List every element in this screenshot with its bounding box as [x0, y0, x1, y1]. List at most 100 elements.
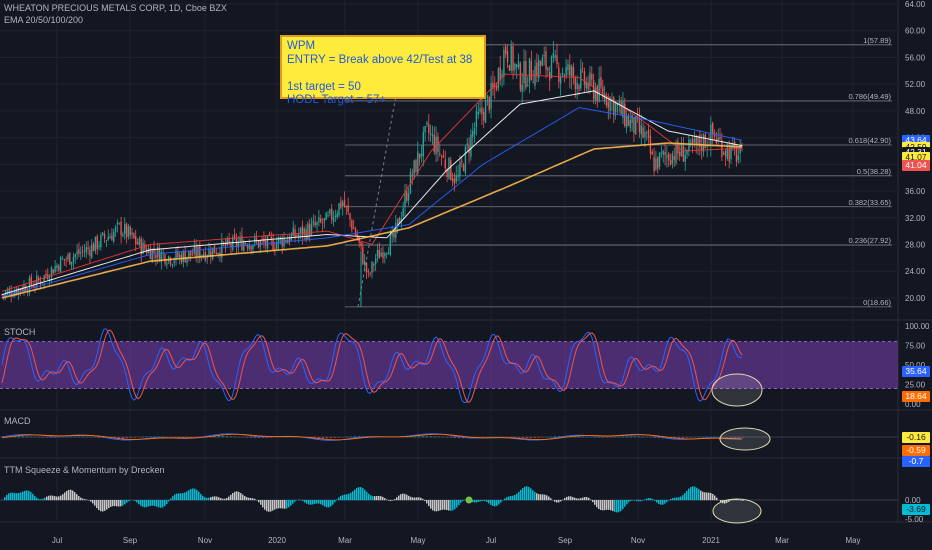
- candle-body: [510, 45, 512, 71]
- stoch-title[interactable]: STOCH: [4, 327, 36, 337]
- macd-hist-bar: [458, 437, 460, 439]
- candle-body: [131, 232, 133, 235]
- candle-body: [411, 174, 413, 177]
- annotation-note[interactable]: WPM ENTRY = Break above 42/Test at 38 1s…: [280, 35, 486, 106]
- squeeze-bar: [650, 498, 652, 501]
- candle-body: [107, 236, 109, 241]
- squeeze-bar: [620, 500, 622, 512]
- candle-body: [569, 64, 571, 76]
- squeeze-bar: [488, 500, 490, 504]
- macd-hist-bar: [534, 437, 536, 438]
- highlight-ellipse: [719, 427, 771, 451]
- candle-body: [717, 137, 719, 141]
- candle-body: [684, 154, 686, 162]
- y-tick-label: 56.00: [905, 53, 926, 62]
- candle-body: [543, 54, 545, 57]
- candle-body: [739, 145, 741, 154]
- macd-hist-bar: [258, 437, 260, 438]
- candle-body: [1, 294, 3, 296]
- candle-body: [325, 212, 327, 220]
- macd-hist-bar: [726, 437, 728, 438]
- squeeze-bar: [338, 497, 340, 501]
- squeeze-bar: [550, 498, 552, 501]
- squeeze-bar: [6, 494, 8, 501]
- candle-body: [87, 247, 89, 250]
- squeeze-bar: [700, 490, 702, 501]
- squeeze-bar: [182, 493, 184, 501]
- candle-body: [627, 115, 630, 127]
- squeeze-bar: [360, 487, 362, 501]
- squeeze-bar: [174, 494, 176, 501]
- squeeze-bar: [524, 486, 526, 501]
- candle-body: [184, 251, 186, 263]
- squeeze-bar: [704, 492, 706, 501]
- squeeze-bar: [178, 493, 180, 501]
- squeeze-bar: [400, 494, 402, 501]
- squeeze-bar: [102, 500, 104, 512]
- candle-body: [195, 246, 197, 257]
- candle-body: [307, 223, 309, 240]
- note-line: WPM: [287, 40, 316, 52]
- squeeze-bar: [48, 495, 50, 501]
- squeeze-title[interactable]: TTM Squeeze & Momentum by Drecken: [4, 465, 165, 475]
- candle-body: [534, 66, 536, 86]
- candle-body: [616, 104, 619, 106]
- squeeze-bar: [246, 497, 248, 501]
- macd-hist-bar: [326, 437, 328, 439]
- symbol-title[interactable]: WHEATON PRECIOUS METALS CORP, 1D, Cboe B…: [4, 3, 227, 13]
- candle-body: [362, 247, 364, 265]
- stoch-value-label: 18.64: [902, 391, 930, 403]
- squeeze-bar: [454, 500, 456, 510]
- candle-body: [331, 208, 333, 220]
- squeeze-bar: [100, 500, 102, 512]
- squeeze-bar: [634, 500, 636, 501]
- macd-hist-bar: [122, 437, 124, 439]
- candle-body: [89, 249, 91, 256]
- squeeze-bar: [264, 500, 266, 510]
- candle-body: [61, 258, 64, 260]
- squeeze-bar: [638, 500, 640, 502]
- candle-body: [244, 243, 247, 245]
- candle-body: [385, 253, 388, 255]
- candle-body: [673, 156, 675, 161]
- candle-body: [484, 99, 487, 123]
- candle-body: [380, 252, 382, 257]
- candle-body: [182, 251, 185, 262]
- candle-body: [578, 85, 580, 90]
- candle-body: [197, 246, 199, 258]
- candle-body: [446, 169, 448, 177]
- macd-hist-bar: [578, 436, 580, 438]
- candle-body: [391, 231, 393, 236]
- candle-body: [422, 131, 424, 157]
- macd-title[interactable]: MACD: [4, 416, 31, 426]
- candle-body: [468, 145, 470, 154]
- squeeze-bar: [362, 488, 364, 501]
- squeeze-bar: [262, 500, 264, 508]
- squeeze-bar: [648, 498, 650, 501]
- fib-level-label: 0.236(27.92): [848, 236, 891, 245]
- squeeze-bar: [202, 495, 204, 501]
- candle-body: [640, 125, 642, 135]
- squeeze-bar: [180, 493, 182, 501]
- squeeze-bar: [576, 498, 578, 501]
- candle-body: [420, 153, 423, 157]
- squeeze-bar: [326, 500, 328, 508]
- candle-body: [124, 224, 126, 234]
- candle-body: [327, 214, 329, 216]
- squeeze-bar: [416, 497, 418, 501]
- candle-body: [241, 235, 243, 251]
- squeeze-bar: [46, 496, 48, 501]
- squeeze-bar: [682, 495, 684, 501]
- squeeze-bar: [166, 500, 168, 505]
- candle-body: [587, 82, 589, 90]
- squeeze-bar: [678, 497, 680, 501]
- squeeze-bar: [4, 497, 6, 501]
- squeeze-bar: [652, 499, 654, 501]
- candle-body: [340, 200, 342, 208]
- candle-body: [153, 248, 155, 253]
- squeeze-tick-label: -5.00: [905, 515, 924, 524]
- ema-legend[interactable]: EMA 20/50/100/200: [4, 15, 84, 25]
- macd-value-label: -0.16: [902, 431, 930, 443]
- squeeze-bar: [516, 493, 518, 501]
